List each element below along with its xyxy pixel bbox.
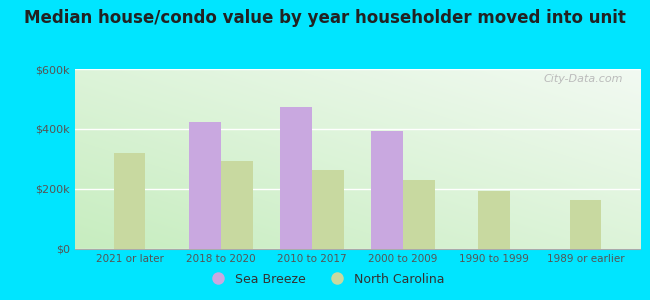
Bar — [403, 180, 435, 249]
Bar — [478, 190, 510, 249]
Text: Median house/condo value by year householder moved into unit: Median house/condo value by year househo… — [24, 9, 626, 27]
Legend: Sea Breeze, North Carolina: Sea Breeze, North Carolina — [200, 268, 450, 291]
Bar — [569, 200, 601, 249]
Bar — [221, 160, 253, 249]
Bar — [312, 169, 344, 249]
Bar — [114, 153, 146, 249]
Bar — [280, 106, 312, 249]
Bar — [371, 130, 403, 249]
Text: City-Data.com: City-Data.com — [544, 74, 623, 84]
Bar — [188, 122, 221, 249]
